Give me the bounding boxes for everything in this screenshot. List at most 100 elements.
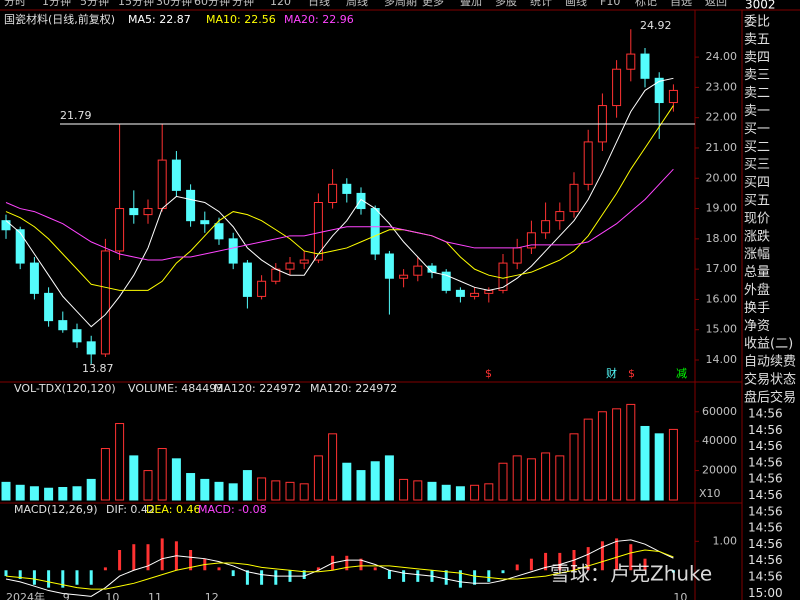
volume-bar [328, 433, 338, 501]
scale-badge: X10 [699, 487, 721, 500]
volume-bar [86, 478, 96, 501]
side-label: 卖四 [744, 50, 770, 65]
chart-title: 国瓷材料(日线,前复权) [4, 12, 115, 26]
side-label: 换手 [744, 301, 770, 316]
volume-bar [356, 470, 366, 501]
event-marker: $ [485, 367, 492, 380]
toolbar-item[interactable]: 15分钟 [118, 0, 154, 8]
x-tick-label: 10 [105, 591, 119, 600]
volume-bar [370, 461, 380, 501]
volume-bar [299, 483, 309, 501]
volume-bar [555, 455, 565, 501]
toolbar-item[interactable]: 多周期 [384, 0, 417, 8]
legend-entry: MA5: 22.87 [128, 13, 191, 26]
toolbar-item[interactable]: 画线 [565, 0, 587, 8]
legend-entry: MA10: 22.56 [206, 13, 276, 26]
toolbar-item[interactable]: 分钟 [232, 0, 254, 8]
toolbar-item[interactable]: 返回 [705, 0, 727, 8]
trade-time: 14:56 [748, 439, 783, 453]
side-label: 卖一 [744, 104, 770, 119]
toolbar-item[interactable]: 1分钟 [42, 0, 71, 8]
toolbar-item[interactable]: 日线 [308, 0, 330, 8]
x-tick-label: 10 [673, 591, 687, 600]
candle-body [242, 262, 252, 297]
candle-body [555, 211, 565, 222]
volume-bar [228, 483, 238, 501]
volume-bar [115, 423, 125, 501]
candle-body [654, 77, 664, 104]
volume-bar [526, 458, 536, 501]
candle-body [100, 250, 110, 355]
toolbar-item[interactable]: 分时 [4, 0, 26, 8]
macd-title: MACD(12,26,9) [14, 503, 98, 516]
toolbar-item[interactable]: 多股 [495, 0, 517, 8]
candle-body [384, 253, 394, 279]
candle-body [583, 141, 593, 185]
toolbar-item[interactable]: 60分钟 [194, 0, 230, 8]
stock-code: 3002 [745, 0, 776, 12]
candle-body [171, 159, 181, 191]
volume-bar [44, 487, 54, 501]
legend-entry: MA120: 224972 [310, 382, 397, 395]
side-label: 买一 [744, 122, 770, 137]
candle-body [115, 208, 125, 252]
volume-bar [626, 403, 636, 501]
volume-bar [441, 484, 451, 501]
toolbar-item[interactable]: 叠加 [460, 0, 482, 8]
event-marker: 财 [606, 366, 617, 380]
volume-bar [384, 455, 394, 501]
side-label: 委比 [744, 15, 770, 30]
volume-bar [498, 462, 508, 501]
volume-bar [157, 448, 167, 501]
candle-body [143, 208, 153, 216]
side-label: 卖五 [744, 32, 770, 47]
toolbar-item[interactable]: 5分钟 [80, 0, 109, 8]
toolbar-item[interactable]: 更多 [422, 0, 444, 8]
trade-time: 14:56 [748, 537, 783, 551]
x-tick-label: 9 [63, 591, 70, 600]
candle-body [1, 220, 11, 231]
y-tick-label: 19.00 [706, 202, 738, 215]
trade-time: 14:56 [748, 488, 783, 502]
side-label: 买三 [744, 158, 770, 173]
candle-body [72, 329, 82, 343]
toolbar-item[interactable]: 30分钟 [156, 0, 192, 8]
candle-body [200, 220, 210, 225]
candle-body [413, 265, 423, 276]
watermark: 雪球：卢克Zhuke [550, 562, 712, 586]
y-tick-label: 17.00 [706, 262, 738, 275]
candle-body [186, 189, 196, 222]
toolbar-item[interactable]: 周线 [346, 0, 368, 8]
candle-body [328, 183, 338, 203]
indicator-line [5, 168, 674, 261]
side-label: 涨跌 [744, 228, 770, 244]
volume-bar [597, 411, 607, 501]
volume-bar [654, 433, 664, 501]
candle-body [44, 292, 54, 322]
volume-bar [512, 455, 522, 501]
toolbar-item[interactable]: 统计 [530, 0, 552, 8]
side-label: 净资 [744, 319, 770, 334]
volume-title: VOL-TDX(120,120) [14, 382, 116, 395]
candle-body [299, 259, 309, 264]
indicator-line [5, 105, 674, 291]
candle-body [15, 229, 25, 264]
volume-bar [100, 448, 110, 501]
trade-time: 14:56 [748, 521, 783, 535]
candle-body [86, 341, 96, 355]
candle-body [455, 289, 465, 297]
volume-bar [399, 478, 409, 501]
side-label: 卖三 [744, 68, 770, 83]
side-label: 总量 [744, 265, 770, 280]
price-annotation: 24.92 [640, 19, 672, 32]
candle-body [271, 268, 281, 282]
volume-bar [72, 486, 82, 501]
toolbar-item[interactable]: F10 [600, 0, 620, 8]
candle-body [129, 208, 139, 216]
toolbar-item[interactable]: 标记 [635, 0, 657, 8]
candle-body [356, 192, 366, 210]
volume-bar [484, 483, 494, 501]
toolbar-item[interactable]: 120 [270, 0, 291, 8]
toolbar-item[interactable]: 自选 [670, 0, 692, 8]
